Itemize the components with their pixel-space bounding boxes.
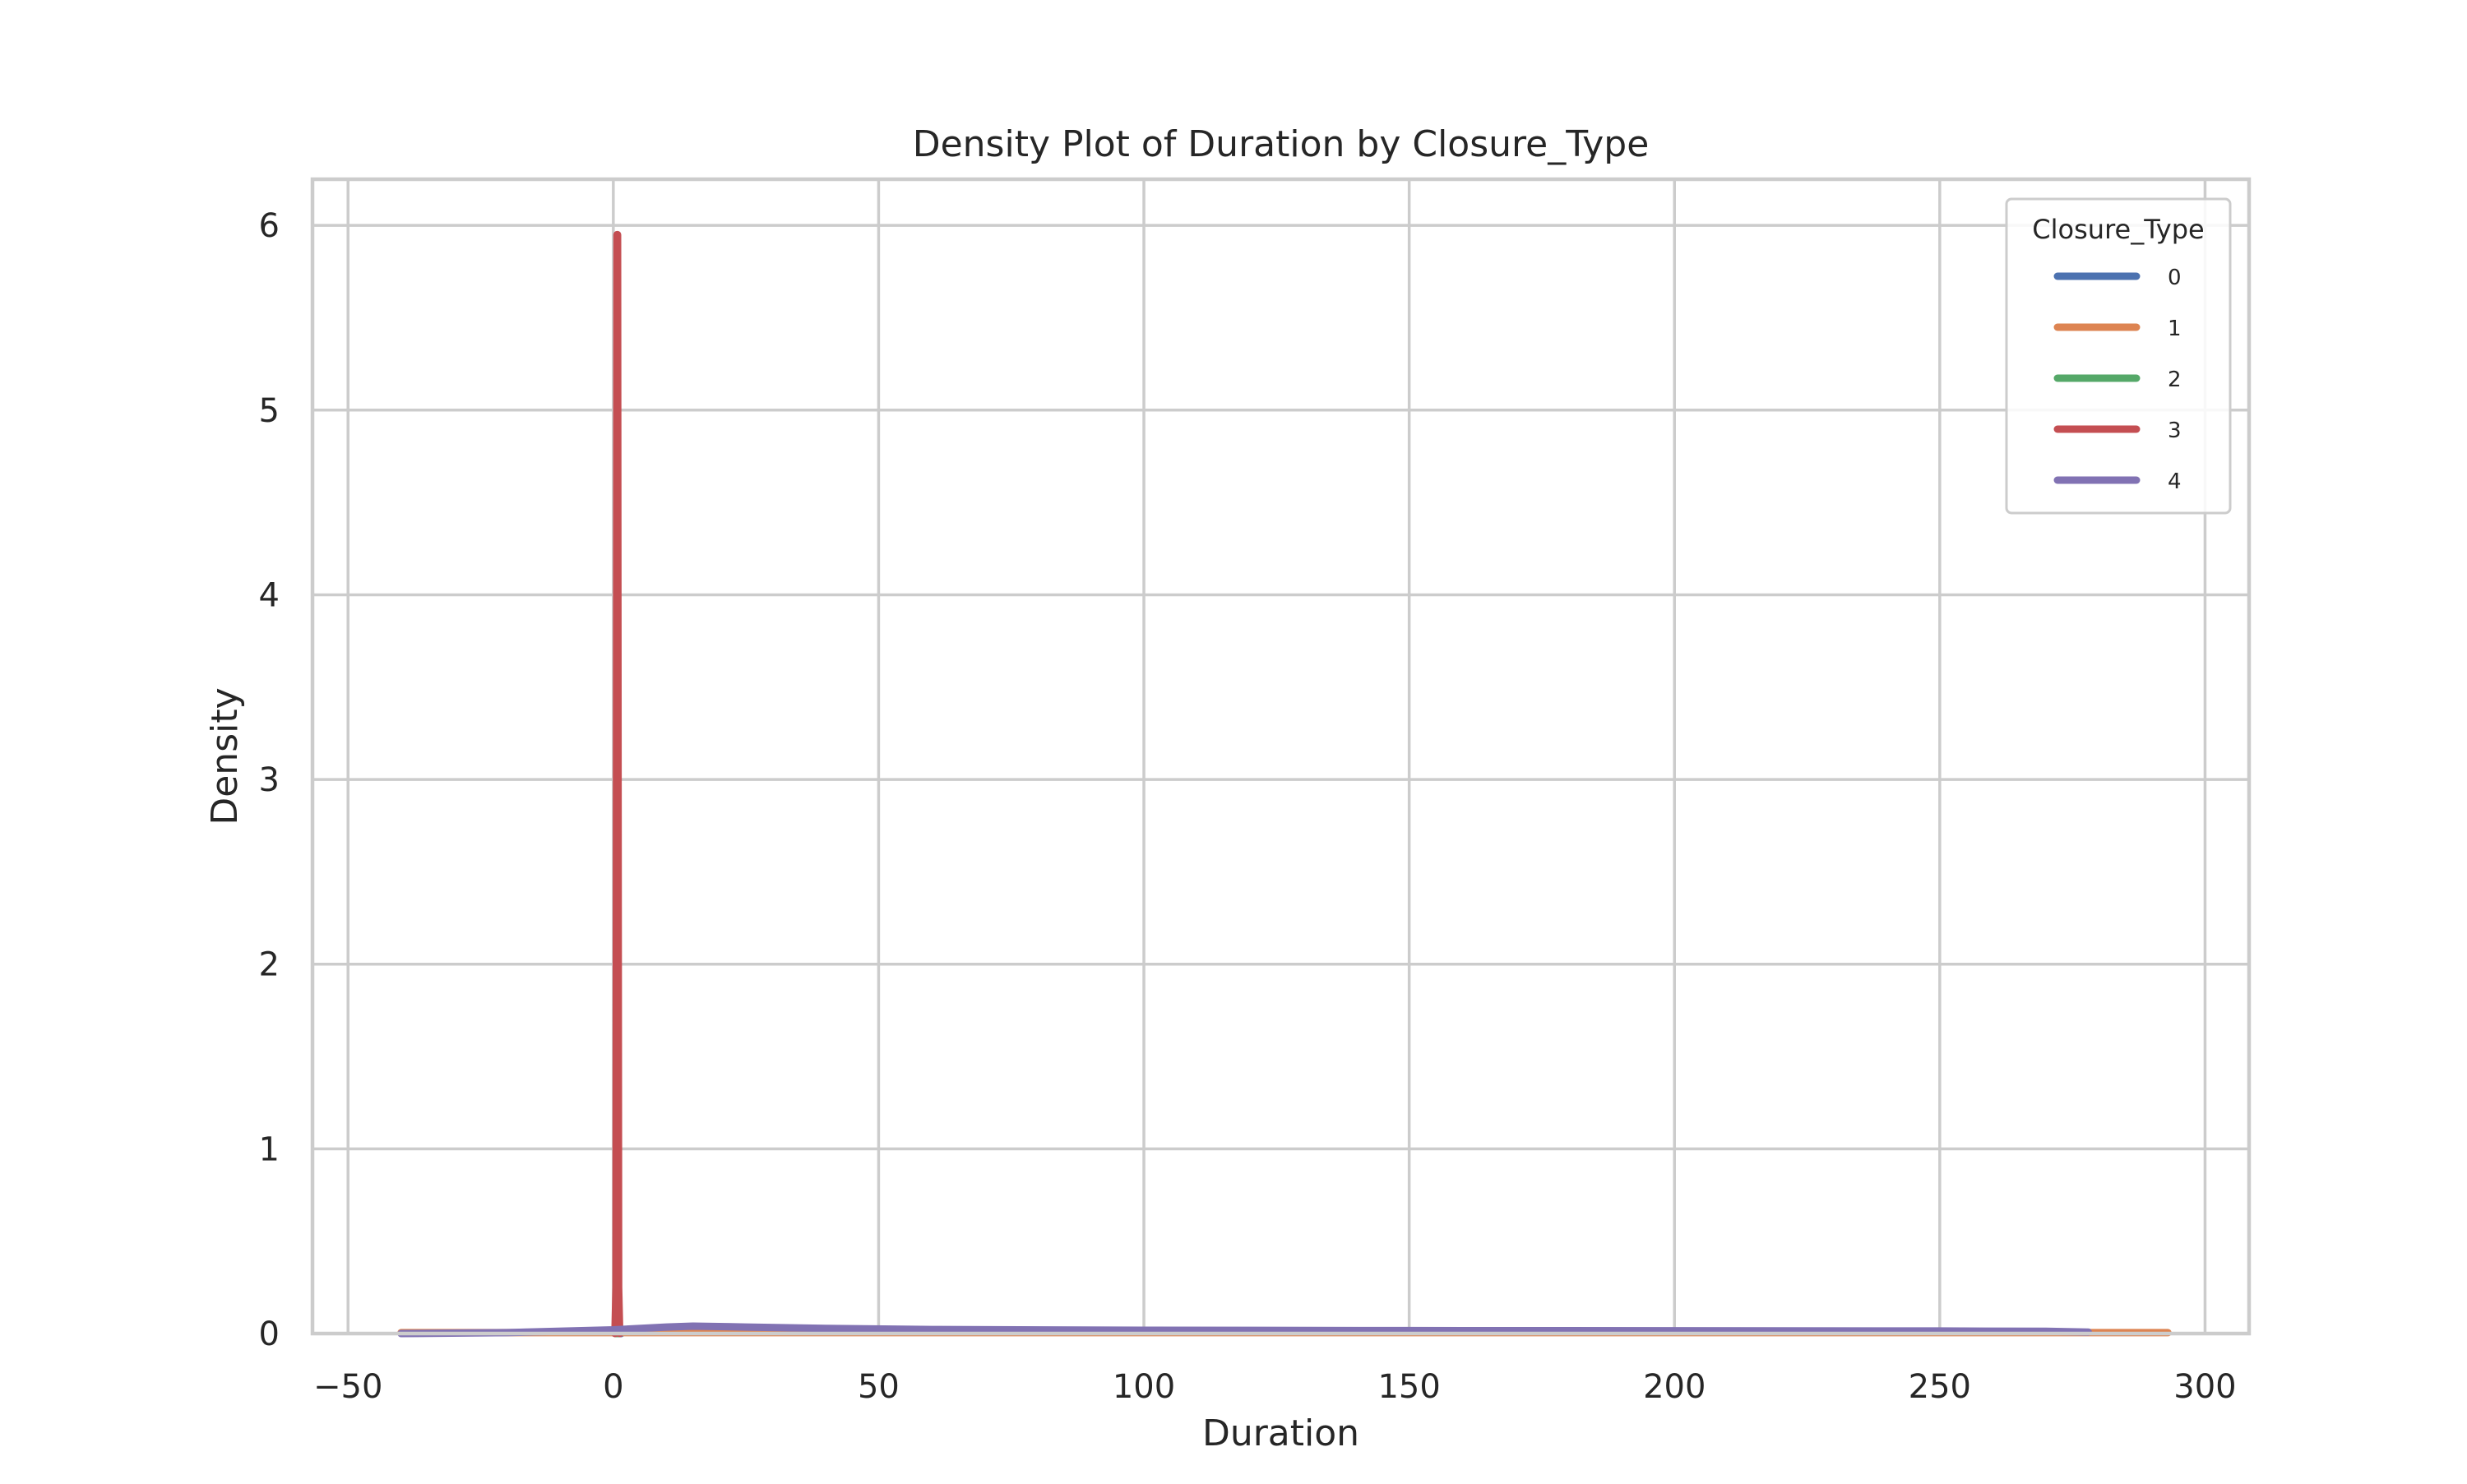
y-tick-label: 5 bbox=[259, 392, 280, 430]
legend-label: 3 bbox=[2168, 418, 2182, 443]
series-lines bbox=[397, 230, 2172, 1338]
x-tick-label: 200 bbox=[1643, 1368, 1706, 1406]
x-tick-label: 150 bbox=[1377, 1368, 1440, 1406]
y-tick-label: 6 bbox=[259, 207, 280, 245]
y-tick-label: 1 bbox=[259, 1130, 280, 1168]
legend-label: 0 bbox=[2168, 266, 2182, 290]
grid bbox=[312, 179, 2249, 1335]
y-tick-label: 3 bbox=[259, 761, 280, 799]
x-tick-label: 300 bbox=[2173, 1368, 2236, 1406]
y-tick-label: 0 bbox=[259, 1315, 280, 1353]
plot-frame bbox=[310, 177, 2252, 1336]
legend-label: 1 bbox=[2168, 317, 2182, 341]
x-tick-label: 100 bbox=[1113, 1368, 1175, 1406]
tick-labels: −50 0 50 100 150 200 250 300 0 1 2 3 4 5 6 bbox=[259, 207, 2237, 1406]
legend: Closure_Type 0 1 2 3 4 bbox=[2005, 197, 2232, 515]
legend-label: 4 bbox=[2168, 469, 2182, 494]
legend-title: Closure_Type bbox=[2032, 214, 2204, 245]
chart-title: Density Plot of Duration by Closure_Type bbox=[913, 123, 1650, 165]
y-tick-label: 4 bbox=[259, 576, 280, 614]
series-line-4 bbox=[397, 1322, 2092, 1338]
y-axis-label: Density bbox=[204, 687, 246, 825]
legend-label: 2 bbox=[2168, 368, 2182, 392]
x-tick-label: −50 bbox=[313, 1368, 382, 1406]
legend-items: 0 1 2 3 4 bbox=[2053, 266, 2182, 494]
x-axis-label: Duration bbox=[1202, 1412, 1359, 1454]
x-tick-label: 250 bbox=[1909, 1368, 1971, 1406]
x-tick-label: 0 bbox=[603, 1368, 623, 1406]
x-tick-label: 50 bbox=[858, 1368, 900, 1406]
y-tick-label: 2 bbox=[259, 946, 280, 984]
legend-box bbox=[2005, 197, 2232, 515]
series-line-3 bbox=[611, 230, 624, 1338]
